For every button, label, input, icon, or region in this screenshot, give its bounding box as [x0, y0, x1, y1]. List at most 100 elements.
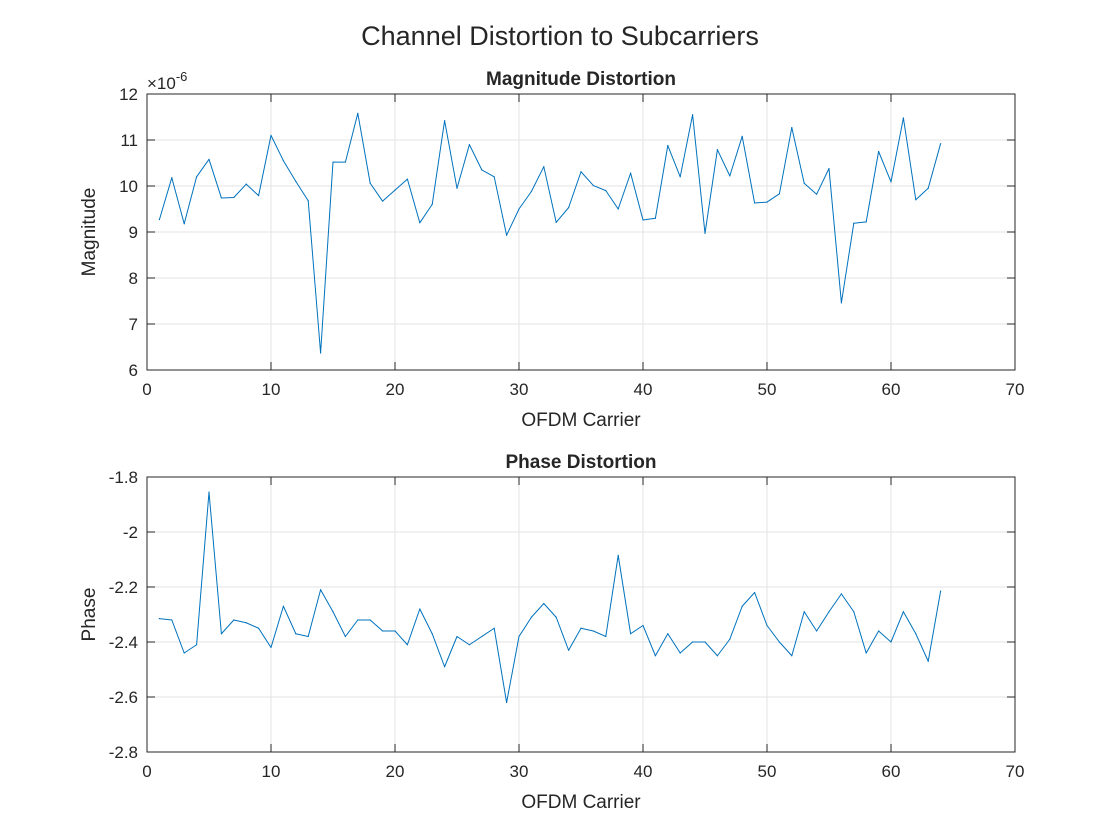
data-point	[320, 589, 322, 591]
y-tick-label: 9	[129, 223, 138, 242]
data-point	[766, 624, 768, 627]
data-point	[481, 169, 483, 171]
data-point	[369, 182, 371, 184]
data-point	[791, 126, 793, 129]
data-point	[766, 201, 768, 203]
data-point	[245, 183, 247, 185]
x-tick-label: 60	[882, 762, 901, 781]
x-tick-label: 0	[142, 762, 151, 781]
data-point	[394, 630, 396, 632]
data-point	[716, 149, 719, 151]
y-tick-label: -2.6	[109, 688, 138, 707]
data-point	[692, 641, 694, 643]
y-tick-label: -2.2	[109, 578, 138, 597]
data-point	[617, 208, 619, 210]
data-point	[778, 193, 781, 195]
data-point	[791, 655, 793, 657]
data-point	[741, 605, 743, 607]
data-point	[196, 644, 198, 646]
subplot-2: 0 10 20 30 40 50 60 70 -2.8 -2.6 -2.4 -2.2 -2 -1.8 Pha…	[79, 452, 1024, 813]
y-tick-label: -1.8	[109, 468, 138, 487]
data-point	[196, 176, 198, 178]
data-point	[592, 630, 595, 632]
y-axis-exponent-power: -6	[176, 69, 188, 84]
data-point	[220, 197, 222, 199]
data-point	[530, 190, 533, 193]
x-tick-label: 60	[882, 380, 901, 399]
x-tick-label: 10	[262, 762, 281, 781]
data-point	[630, 172, 632, 174]
data-point	[580, 171, 582, 173]
y-tick-label: 12	[119, 85, 138, 104]
data-point	[865, 221, 867, 223]
data-point	[208, 158, 210, 160]
data-point	[158, 218, 160, 221]
x-tick-label: 30	[510, 380, 529, 399]
data-point	[568, 207, 570, 209]
data-point	[419, 608, 421, 610]
data-point	[840, 593, 843, 595]
data-point	[258, 195, 260, 197]
data-point	[431, 203, 433, 205]
data-point	[506, 701, 508, 704]
data-point	[754, 591, 756, 594]
data-point	[357, 112, 359, 114]
y-tick-label: 6	[129, 361, 138, 380]
data-point	[183, 223, 185, 225]
x-tick-label: 20	[386, 762, 405, 781]
data-point	[605, 190, 607, 192]
x-tick-label: 50	[758, 762, 777, 781]
data-point	[865, 652, 867, 654]
data-point	[295, 633, 297, 635]
data-point	[890, 641, 892, 643]
data-point	[667, 633, 669, 635]
data-point	[555, 616, 557, 618]
data-point	[716, 655, 719, 657]
x-axis-label: OFDM Carrier	[521, 792, 641, 813]
data-point	[468, 644, 470, 646]
data-point	[456, 635, 458, 638]
y-tick-label: 7	[129, 315, 138, 334]
data-point	[332, 611, 334, 613]
x-tick-label: 0	[142, 380, 151, 399]
series-line	[159, 491, 942, 703]
data-point	[642, 624, 644, 627]
data-point	[481, 635, 483, 638]
axes-box	[146, 476, 1016, 753]
data-point	[568, 649, 570, 651]
data-point	[890, 181, 892, 183]
data-point	[667, 144, 669, 147]
data-point	[828, 611, 830, 613]
data-point	[580, 627, 582, 629]
data-point	[679, 176, 681, 178]
data-point	[543, 602, 545, 605]
data-point	[282, 605, 284, 607]
data-point	[382, 200, 384, 202]
x-tick-label: 40	[634, 380, 653, 399]
data-point	[307, 200, 309, 202]
data-point	[406, 178, 408, 180]
data-point	[530, 616, 533, 618]
data-point	[741, 135, 743, 137]
y-tick-label: -2	[123, 523, 138, 542]
data-point	[555, 221, 557, 223]
data-point	[518, 635, 520, 638]
subplot-title: Magnitude Distortion	[486, 69, 676, 90]
data-point	[828, 167, 830, 170]
x-tick-label: 10	[262, 380, 281, 399]
series-points	[158, 491, 942, 704]
data-point	[654, 217, 657, 219]
data-point	[840, 302, 843, 304]
data-point	[679, 652, 681, 654]
data-point	[940, 590, 942, 592]
data-point	[332, 161, 334, 163]
data-point	[778, 641, 781, 643]
plot-area	[147, 477, 1015, 752]
data-point	[158, 618, 160, 620]
data-point	[853, 611, 855, 613]
data-point	[431, 633, 433, 635]
data-point	[878, 150, 880, 153]
